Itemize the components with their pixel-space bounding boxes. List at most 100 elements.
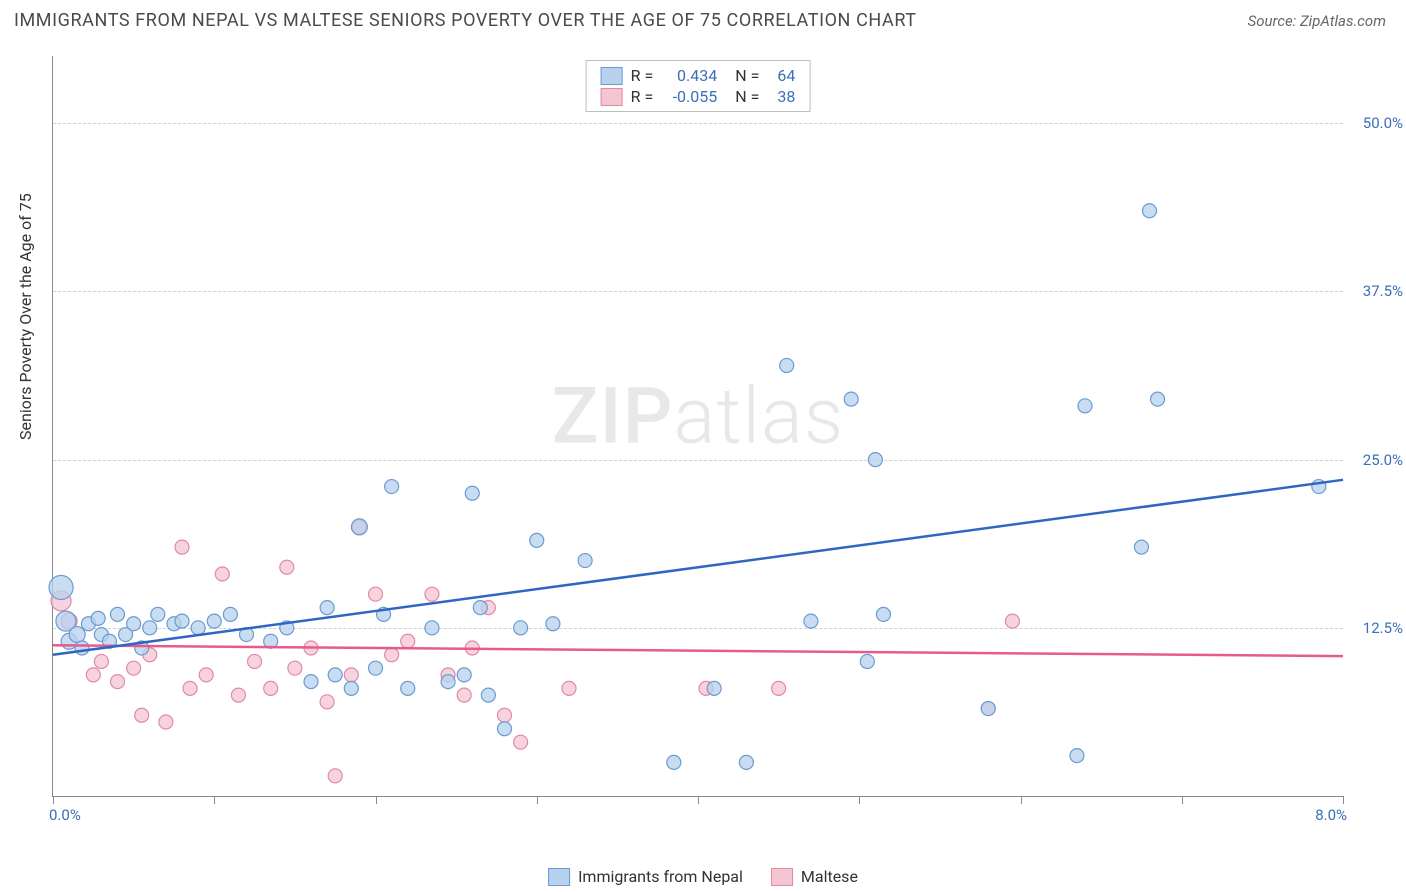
data-point (86, 668, 100, 682)
stats-row-nepal: R = 0.434 N = 64 (601, 65, 796, 86)
trend-line (53, 645, 1343, 656)
data-point (69, 627, 85, 643)
data-point (369, 661, 383, 675)
x-tick (1343, 796, 1344, 804)
x-max-label: 8.0% (1315, 806, 1347, 824)
y-tick-label: 50.0% (1363, 114, 1403, 132)
data-point (465, 486, 479, 500)
swatch-nepal (548, 868, 570, 886)
data-point (183, 681, 197, 695)
data-point (860, 654, 874, 668)
data-point (175, 614, 189, 628)
data-point (514, 621, 528, 635)
chart-title: IMMIGRANTS FROM NEPAL VS MALTESE SENIORS… (14, 10, 917, 31)
data-point (151, 607, 165, 621)
data-point (248, 654, 262, 668)
data-point (401, 634, 415, 648)
data-point (1005, 614, 1019, 628)
x-tick (1182, 796, 1183, 804)
n-label: N = (735, 66, 759, 85)
data-point (304, 675, 318, 689)
data-point (981, 702, 995, 716)
data-point (207, 614, 221, 628)
data-point (175, 540, 189, 554)
data-point (1070, 749, 1084, 763)
x-tick (376, 796, 377, 804)
data-point (804, 614, 818, 628)
data-point (1143, 204, 1157, 218)
data-point (344, 681, 358, 695)
data-point (457, 688, 471, 702)
data-point (481, 688, 495, 702)
data-point (231, 688, 245, 702)
data-point (191, 621, 205, 635)
data-point (473, 601, 487, 615)
data-point (369, 587, 383, 601)
data-point (159, 715, 173, 729)
data-point (772, 681, 786, 695)
data-point (546, 617, 560, 631)
data-point (49, 575, 73, 599)
data-point (707, 681, 721, 695)
y-tick-label: 25.0% (1363, 451, 1403, 469)
data-point (739, 755, 753, 769)
data-point (143, 621, 157, 635)
data-point (328, 769, 342, 783)
source-attribution: Source: ZipAtlas.com (1248, 12, 1386, 30)
data-point (385, 648, 399, 662)
legend-label-maltese: Maltese (801, 867, 858, 886)
swatch-maltese (771, 868, 793, 886)
data-point (223, 607, 237, 621)
r-value-nepal: 0.434 (661, 66, 717, 85)
data-point (320, 695, 334, 709)
x-tick (859, 796, 860, 804)
x-tick (537, 796, 538, 804)
chart-plot-area: ZIPatlas 12.5%25.0%37.5%50.0% R = 0.434 … (52, 56, 1343, 797)
data-point (562, 681, 576, 695)
data-point (75, 641, 89, 655)
r-value-maltese: -0.055 (661, 87, 717, 106)
data-point (94, 654, 108, 668)
data-point (127, 661, 141, 675)
data-point (280, 560, 294, 574)
data-point (127, 617, 141, 631)
data-point (844, 392, 858, 406)
swatch-nepal (601, 67, 623, 85)
data-point (868, 453, 882, 467)
x-tick (1021, 796, 1022, 804)
data-point (215, 567, 229, 581)
data-point (780, 358, 794, 372)
legend-item-maltese: Maltese (771, 867, 858, 886)
n-value-maltese: 38 (767, 87, 795, 106)
n-label: N = (735, 87, 759, 106)
swatch-maltese (601, 88, 623, 106)
data-point (344, 668, 358, 682)
correlation-stats-legend: R = 0.434 N = 64 R = -0.055 N = 38 (586, 60, 811, 112)
x-min-label: 0.0% (49, 806, 81, 824)
x-tick (214, 796, 215, 804)
data-point (876, 607, 890, 621)
y-axis-title: Seniors Poverty Over the Age of 75 (16, 193, 35, 440)
data-point (91, 611, 105, 625)
data-point (425, 587, 439, 601)
r-label: R = (631, 87, 654, 106)
data-point (1134, 540, 1148, 554)
data-point (135, 708, 149, 722)
data-point (199, 668, 213, 682)
n-value-nepal: 64 (767, 66, 795, 85)
data-point (498, 708, 512, 722)
data-point (385, 480, 399, 494)
legend-item-nepal: Immigrants from Nepal (548, 867, 743, 886)
data-point (351, 519, 367, 535)
x-tick (53, 796, 54, 804)
data-point (328, 668, 342, 682)
data-point (111, 607, 125, 621)
y-tick-label: 37.5% (1363, 282, 1403, 300)
data-point (111, 675, 125, 689)
x-tick (698, 796, 699, 804)
scatter-plot-svg (53, 56, 1343, 796)
y-tick-label: 12.5% (1363, 619, 1403, 637)
data-point (667, 755, 681, 769)
stats-row-maltese: R = -0.055 N = 38 (601, 86, 796, 107)
data-point (1151, 392, 1165, 406)
